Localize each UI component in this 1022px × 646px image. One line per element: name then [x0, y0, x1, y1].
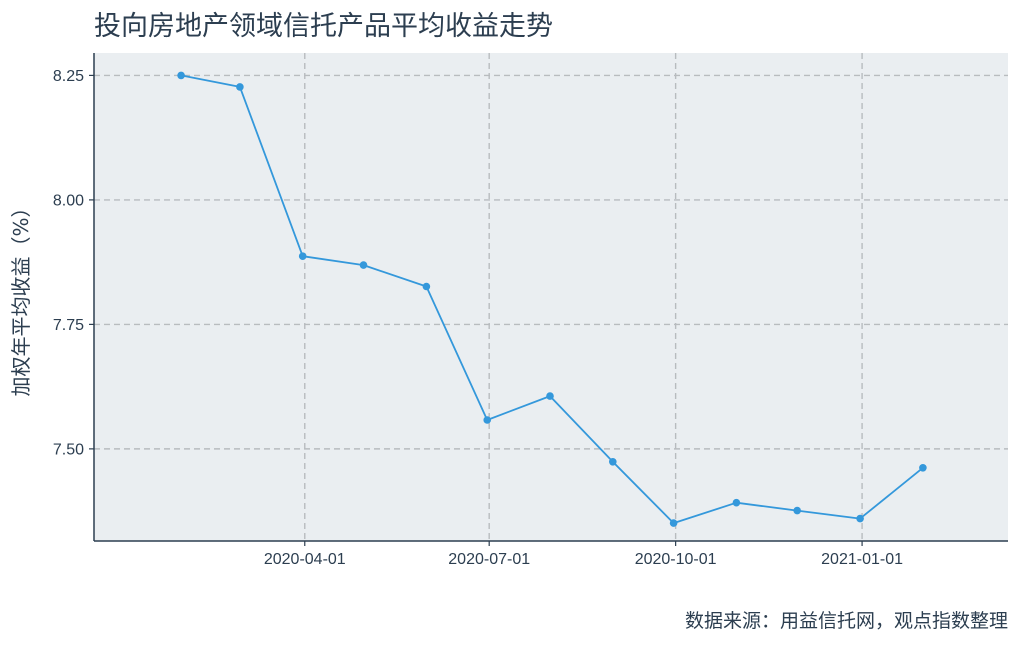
data-point [298, 252, 307, 260]
data-point [422, 282, 431, 291]
y-tick-label: 7.50 [53, 441, 84, 458]
data-point [177, 71, 185, 80]
y-tick-label: 7.75 [53, 317, 84, 334]
series [177, 71, 927, 527]
y-axis-label: 加权年平均收益（%） [9, 197, 33, 396]
axes [89, 53, 1008, 546]
data-point [919, 464, 927, 472]
chart-title: 投向房地产领域信托产品平均收益走势 [94, 11, 553, 42]
x-tick-label: 2021-01-01 [821, 551, 903, 568]
line-chart: 7.50 7.75 8.00 8.25 2020-04-01 2020-07-01 2020… [9, 53, 1008, 568]
x-tick-label: 2020-07-01 [448, 551, 530, 568]
data-point [669, 519, 678, 527]
data-point [856, 514, 864, 523]
data-point [236, 83, 244, 91]
data-point [732, 498, 741, 507]
data-point [609, 458, 617, 466]
data-point [359, 261, 368, 269]
y-tick-label: 8.00 [53, 192, 84, 209]
grid [94, 53, 1008, 541]
x-tick-label: 2020-10-01 [635, 551, 717, 568]
data-point [793, 506, 801, 515]
tick-labels: 7.50 7.75 8.00 8.25 2020-04-01 2020-07-01 2020… [53, 68, 903, 568]
data-point [546, 392, 554, 400]
plot-area [94, 53, 1008, 541]
y-tick-label: 8.25 [53, 68, 84, 85]
x-tick-label: 2020-04-01 [264, 551, 346, 568]
source-note: 数据来源：用益信托网，观点指数整理 [684, 610, 1008, 632]
data-point [483, 416, 492, 424]
